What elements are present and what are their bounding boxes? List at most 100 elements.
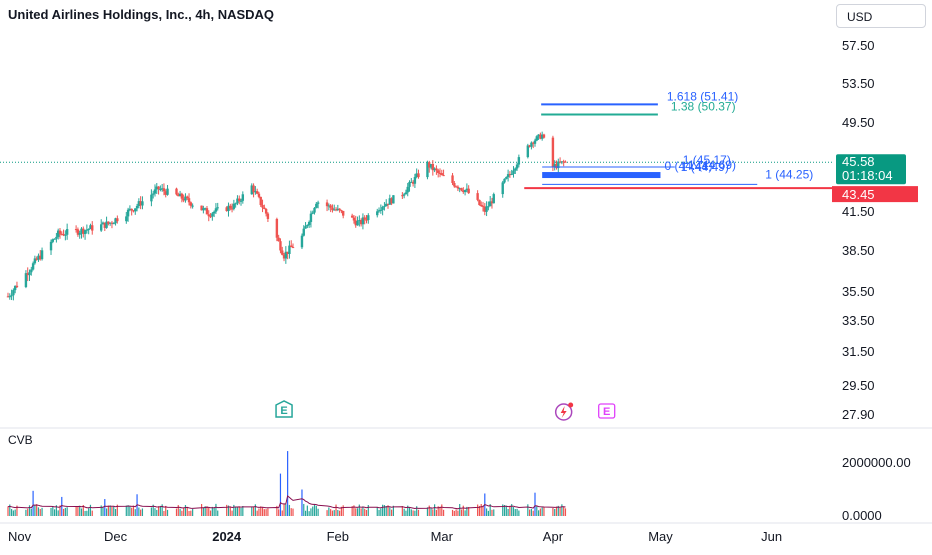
candle[interactable]: [291, 243, 295, 249]
candle[interactable]: [501, 180, 504, 198]
candle[interactable]: [415, 168, 418, 179]
candle[interactable]: [212, 210, 216, 218]
candle[interactable]: [30, 266, 33, 276]
candle[interactable]: [33, 255, 37, 265]
candle[interactable]: [279, 238, 282, 254]
candle[interactable]: [205, 206, 209, 215]
candle[interactable]: [281, 246, 284, 256]
candle[interactable]: [232, 199, 236, 211]
candle[interactable]: [107, 221, 110, 226]
candle[interactable]: [392, 195, 395, 204]
candle[interactable]: [85, 224, 89, 234]
candle[interactable]: [537, 134, 540, 140]
candle[interactable]: [359, 218, 363, 227]
candle[interactable]: [26, 267, 29, 282]
candle[interactable]: [10, 289, 13, 301]
candle[interactable]: [410, 178, 413, 183]
candle[interactable]: [463, 189, 467, 196]
candle[interactable]: [112, 222, 115, 225]
candle[interactable]: [288, 240, 291, 259]
candle[interactable]: [428, 160, 431, 173]
candle[interactable]: [379, 204, 383, 214]
candle[interactable]: [487, 201, 490, 211]
candle[interactable]: [209, 213, 212, 219]
candle[interactable]: [358, 215, 361, 227]
candle[interactable]: [437, 168, 440, 178]
candle[interactable]: [6, 292, 10, 298]
candle[interactable]: [266, 212, 270, 223]
candle[interactable]: [153, 184, 157, 197]
candle[interactable]: [307, 220, 311, 228]
volume-indicator-label[interactable]: CVB: [8, 433, 33, 447]
candle[interactable]: [433, 167, 436, 173]
currency-button[interactable]: USD: [836, 4, 926, 28]
candle[interactable]: [329, 204, 332, 213]
candle[interactable]: [159, 185, 162, 192]
candle[interactable]: [334, 207, 338, 212]
candle[interactable]: [15, 281, 19, 289]
candle[interactable]: [316, 200, 320, 209]
candle[interactable]: [284, 246, 288, 264]
candle[interactable]: [234, 202, 237, 208]
candle[interactable]: [139, 196, 142, 210]
candle[interactable]: [476, 190, 479, 202]
candle[interactable]: [402, 192, 406, 199]
candle[interactable]: [404, 189, 408, 195]
candle[interactable]: [315, 202, 318, 209]
candle[interactable]: [306, 224, 309, 229]
candle[interactable]: [164, 189, 167, 198]
candle[interactable]: [363, 215, 366, 225]
candle[interactable]: [132, 210, 135, 213]
candle[interactable]: [517, 154, 521, 168]
candle[interactable]: [105, 216, 108, 229]
candle[interactable]: [261, 199, 264, 213]
candle[interactable]: [134, 208, 137, 215]
candle[interactable]: [137, 198, 141, 209]
candle[interactable]: [478, 199, 481, 206]
candle[interactable]: [386, 203, 390, 209]
candle[interactable]: [458, 187, 461, 193]
candle[interactable]: [435, 165, 438, 175]
candle[interactable]: [155, 183, 158, 194]
candle[interactable]: [483, 203, 487, 216]
candle[interactable]: [56, 228, 60, 240]
candle[interactable]: [186, 195, 189, 201]
candle[interactable]: [166, 184, 169, 196]
candle[interactable]: [333, 204, 336, 211]
candle[interactable]: [239, 198, 243, 206]
candle[interactable]: [87, 228, 90, 235]
candle[interactable]: [557, 158, 560, 174]
candle[interactable]: [488, 195, 492, 207]
candle[interactable]: [426, 160, 429, 180]
candle[interactable]: [24, 270, 28, 289]
candle[interactable]: [91, 221, 94, 235]
candle[interactable]: [512, 166, 515, 178]
candle[interactable]: [408, 180, 411, 192]
candle[interactable]: [39, 250, 42, 261]
candle[interactable]: [465, 183, 469, 193]
candle[interactable]: [453, 181, 456, 188]
candle[interactable]: [492, 192, 495, 204]
candle[interactable]: [28, 269, 31, 281]
candle[interactable]: [506, 169, 510, 182]
candle[interactable]: [31, 261, 35, 271]
candle[interactable]: [553, 160, 556, 171]
candle[interactable]: [35, 256, 38, 261]
candle[interactable]: [313, 207, 316, 215]
candle[interactable]: [103, 222, 106, 232]
candle[interactable]: [377, 207, 381, 213]
candle[interactable]: [490, 197, 494, 209]
candle[interactable]: [252, 183, 255, 198]
candle[interactable]: [304, 222, 307, 229]
candle[interactable]: [130, 208, 133, 216]
candle[interactable]: [451, 172, 454, 186]
candle[interactable]: [286, 251, 289, 260]
candle[interactable]: [125, 211, 128, 224]
candle[interactable]: [229, 203, 232, 211]
candle[interactable]: [12, 288, 15, 301]
candle[interactable]: [526, 143, 530, 159]
candle[interactable]: [191, 203, 194, 209]
candle[interactable]: [76, 227, 80, 237]
candle[interactable]: [126, 207, 130, 222]
